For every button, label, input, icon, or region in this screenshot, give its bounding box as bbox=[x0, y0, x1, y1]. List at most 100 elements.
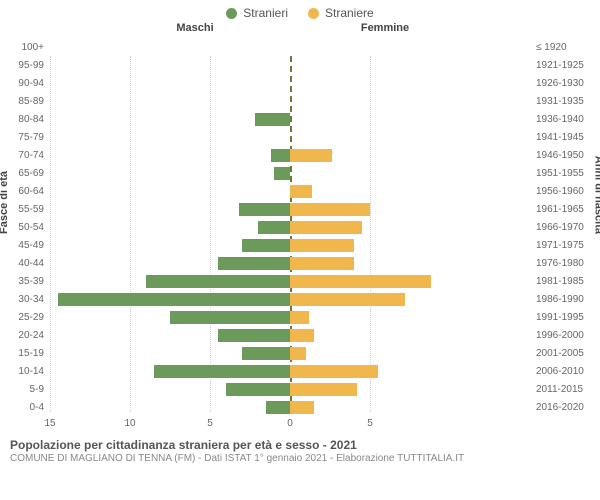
age-row: 65-691951-1955 bbox=[0, 164, 600, 182]
age-row: 70-741946-1950 bbox=[0, 146, 600, 164]
chart-area: Fasce di età Anni di nascita 100+≤ 19209… bbox=[0, 34, 600, 434]
caption-title: Popolazione per cittadinanza straniera p… bbox=[10, 438, 590, 452]
age-row: 30-341986-1990 bbox=[0, 290, 600, 308]
age-row: 55-591961-1965 bbox=[0, 200, 600, 218]
age-row: 35-39 1981-1985 bbox=[0, 272, 600, 290]
birth-year-label: 1951-1955 bbox=[530, 168, 600, 179]
bar-zone bbox=[50, 362, 530, 380]
birth-year-label: 1926-1930 bbox=[530, 78, 600, 89]
bar-zone bbox=[50, 218, 530, 236]
birth-year-label: 1981-1985 bbox=[530, 276, 600, 287]
bar-male bbox=[258, 221, 290, 234]
age-label: 85-89 bbox=[0, 96, 50, 107]
caption: Popolazione per cittadinanza straniera p… bbox=[0, 434, 600, 464]
legend: Stranieri Straniere bbox=[0, 0, 600, 22]
legend-label-male: Stranieri bbox=[243, 6, 288, 20]
age-row: 100+≤ 1920 bbox=[0, 38, 600, 56]
bar-female bbox=[290, 347, 306, 360]
age-row: 80-84 1936-1940 bbox=[0, 110, 600, 128]
age-label: 40-44 bbox=[0, 258, 50, 269]
bar-zone bbox=[50, 110, 530, 128]
bar-female bbox=[290, 185, 312, 198]
age-label: 90-94 bbox=[0, 78, 50, 89]
age-label: 35-39 bbox=[0, 276, 50, 287]
age-row: 10-142006-2010 bbox=[0, 362, 600, 380]
birth-year-label: 1986-1990 bbox=[530, 294, 600, 305]
bar-zone bbox=[50, 308, 530, 326]
bar-zone bbox=[50, 200, 530, 218]
bar-male bbox=[242, 347, 290, 360]
x-tick-label: 5 bbox=[367, 418, 373, 429]
bar-female bbox=[290, 149, 332, 162]
age-row: 0-4 2016-2020 bbox=[0, 398, 600, 416]
column-headers: Maschi Femmine bbox=[0, 22, 600, 34]
age-row: 95-99 1921-1925 bbox=[0, 56, 600, 74]
rows-container: 100+≤ 1920 95-99 1921-1925 90-94 1926-1930 85… bbox=[0, 34, 600, 416]
header-male: Maschi bbox=[50, 22, 290, 34]
bar-female bbox=[290, 383, 357, 396]
bar-male bbox=[58, 293, 290, 306]
legend-item-male: Stranieri bbox=[226, 6, 288, 20]
bar-female bbox=[290, 239, 354, 252]
bar-male bbox=[154, 365, 290, 378]
birth-year-label: 1996-2000 bbox=[530, 330, 600, 341]
x-tick-label: 10 bbox=[124, 418, 135, 429]
bar-female bbox=[290, 293, 405, 306]
legend-swatch-female bbox=[308, 8, 319, 19]
legend-label-female: Straniere bbox=[325, 6, 374, 20]
bar-female bbox=[290, 203, 370, 216]
bar-male bbox=[242, 239, 290, 252]
age-row: 15-192001-2005 bbox=[0, 344, 600, 362]
age-label: 55-59 bbox=[0, 204, 50, 215]
age-row: 60-64 1956-1960 bbox=[0, 182, 600, 200]
age-label: 60-64 bbox=[0, 186, 50, 197]
caption-subtitle: COMUNE DI MAGLIANO DI TENNA (FM) - Dati … bbox=[10, 453, 590, 464]
age-label: 95-99 bbox=[0, 60, 50, 71]
birth-year-label: 1931-1935 bbox=[530, 96, 600, 107]
x-axis: 1510505 bbox=[0, 416, 600, 434]
birth-year-label: 2011-2015 bbox=[530, 384, 600, 395]
birth-year-label: 1921-1925 bbox=[530, 60, 600, 71]
birth-year-label: 1946-1950 bbox=[530, 150, 600, 161]
age-label: 100+ bbox=[0, 42, 50, 53]
bar-zone bbox=[50, 380, 530, 398]
birth-year-label: 2016-2020 bbox=[530, 402, 600, 413]
birth-year-label: 1956-1960 bbox=[530, 186, 600, 197]
bar-female bbox=[290, 311, 309, 324]
age-label: 15-19 bbox=[0, 348, 50, 359]
header-female: Femmine bbox=[290, 22, 530, 34]
bar-zone bbox=[50, 128, 530, 146]
legend-item-female: Straniere bbox=[308, 6, 374, 20]
birth-year-label: 1936-1940 bbox=[530, 114, 600, 125]
bar-zone bbox=[50, 290, 530, 308]
age-label: 80-84 bbox=[0, 114, 50, 125]
age-label: 0-4 bbox=[0, 402, 50, 413]
age-label: 75-79 bbox=[0, 132, 50, 143]
bar-male bbox=[274, 167, 290, 180]
age-label: 20-24 bbox=[0, 330, 50, 341]
age-row: 40-44 1976-1980 bbox=[0, 254, 600, 272]
bar-female bbox=[290, 329, 314, 342]
bar-male bbox=[239, 203, 290, 216]
x-tick-container: 1510505 bbox=[50, 416, 530, 434]
bar-zone bbox=[50, 92, 530, 110]
bar-zone bbox=[50, 74, 530, 92]
bar-male bbox=[170, 311, 290, 324]
bar-zone bbox=[50, 272, 530, 290]
age-row: 85-89 1931-1935 bbox=[0, 92, 600, 110]
birth-year-label: 1976-1980 bbox=[530, 258, 600, 269]
bar-zone bbox=[50, 236, 530, 254]
bar-zone bbox=[50, 398, 530, 416]
birth-year-label: 1991-1995 bbox=[530, 312, 600, 323]
bar-zone bbox=[50, 182, 530, 200]
birth-year-label: 1941-1945 bbox=[530, 132, 600, 143]
age-row: 50-541966-1970 bbox=[0, 218, 600, 236]
x-tick-label: 5 bbox=[207, 418, 213, 429]
age-label: 25-29 bbox=[0, 312, 50, 323]
age-row: 45-491971-1975 bbox=[0, 236, 600, 254]
age-row: 20-24 1996-2000 bbox=[0, 326, 600, 344]
bar-male bbox=[218, 329, 290, 342]
bar-male bbox=[226, 383, 290, 396]
birth-year-label: 1966-1970 bbox=[530, 222, 600, 233]
bar-female bbox=[290, 275, 431, 288]
